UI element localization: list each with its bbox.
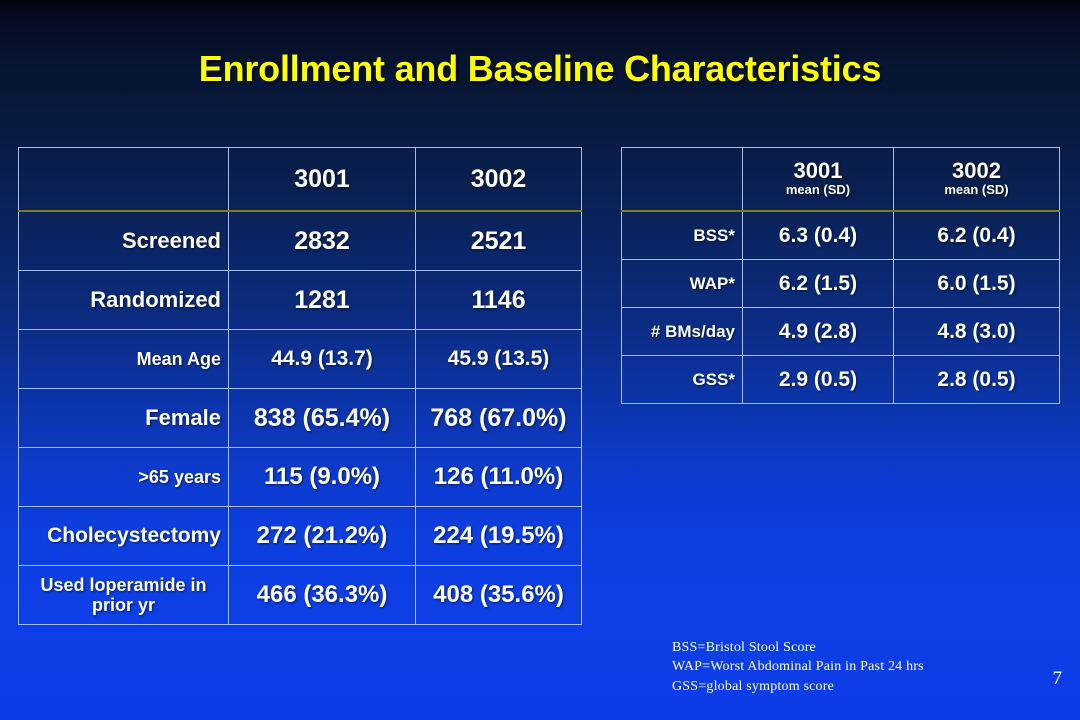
row-label-randomized: Randomized [18,270,229,330]
table-row: # BMs/day 4.9 (2.8) 4.8 (3.0) [621,307,1060,356]
footnote-legend: BSS=Bristol Stool Score WAP=Worst Abdomi… [672,638,924,696]
cell-wap-3001: 6.2 (1.5) [742,259,894,308]
row-label-female: Female [18,388,229,448]
header-cell-3002: 3002 [415,147,582,212]
table-header-row: 3001 mean (SD) 3002 mean (SD) [621,147,1060,212]
table-row: Screened 2832 2521 [18,210,582,271]
row-label-cholecystectomy: Cholecystectomy [18,506,229,566]
row-label-over-65-years: >65 years [18,447,229,507]
cell-wap-3002: 6.0 (1.5) [893,259,1060,308]
cell-female-3001: 838 (65.4%) [228,388,416,448]
cell-mean-age-3001: 44.9 (13.7) [228,329,416,389]
table-row: >65 years 115 (9.0%) 126 (11.0%) [18,447,582,507]
footnote-wap: WAP=Worst Abdominal Pain in Past 24 hrs [672,659,924,675]
header-cell-label [18,147,229,212]
header-cell-label [621,147,743,212]
table-row: Mean Age 44.9 (13.7) 45.9 (13.5) [18,329,582,389]
enrollment-table: 3001 3002 Screened 2832 2521 Randomized … [18,147,582,625]
cell-bss-3001: 6.3 (0.4) [742,210,894,260]
table-row: Female 838 (65.4%) 768 (67.0%) [18,388,582,448]
header-3002-main: 3002 [952,158,1001,183]
cell-loperamide-3001: 466 (36.3%) [228,565,416,625]
row-label-wap: WAP* [621,259,743,308]
row-label-gss: GSS* [621,355,743,404]
table-row: Randomized 1281 1146 [18,270,582,330]
row-label-used-loperamide: Used loperamide in prior yr [18,565,229,625]
cell-over-65-3002: 126 (11.0%) [415,447,582,507]
page-title: Enrollment and Baseline Characteristics [198,48,882,89]
header-3002-sub: mean (SD) [944,182,1009,198]
baseline-scores-table: 3001 mean (SD) 3002 mean (SD) BSS* 6.3 (… [621,147,1060,404]
cell-loperamide-3002: 408 (35.6%) [415,565,582,625]
row-label-screened: Screened [18,210,229,271]
cell-cholecystectomy-3001: 272 (21.2%) [228,506,416,566]
cell-bms-per-day-3001: 4.9 (2.8) [742,307,894,356]
cell-bss-3002: 6.2 (0.4) [893,210,1060,260]
row-label-mean-age: Mean Age [18,329,229,389]
row-label-bms-per-day: # BMs/day [621,307,743,356]
footnote-bss: BSS=Bristol Stool Score [672,640,816,655]
cell-gss-3001: 2.9 (0.5) [742,355,894,404]
cell-bms-per-day-3002: 4.8 (3.0) [893,307,1060,356]
header-3001-main: 3001 [793,158,843,183]
footnote-gss: GSS=global symptom score [672,678,835,694]
cell-screened-3001: 2832 [228,210,416,271]
table-row: WAP* 6.2 (1.5) 6.0 (1.5) [621,259,1060,308]
table-row: Cholecystectomy 272 (21.2%) 224 (19.5%) [18,506,582,566]
table-row: GSS* 2.9 (0.5) 2.8 (0.5) [621,355,1060,404]
table-header-row: 3001 3002 [18,147,582,212]
row-label-bss: BSS* [621,210,743,260]
cell-over-65-3001: 115 (9.0%) [228,447,416,507]
table-row: BSS* 6.3 (0.4) 6.2 (0.4) [621,210,1060,260]
cell-randomized-3001: 1281 [228,270,416,330]
cell-gss-3002: 2.8 (0.5) [893,355,1060,404]
table-row: Used loperamide in prior yr 466 (36.3%) … [18,565,582,625]
cell-cholecystectomy-3002: 224 (19.5%) [415,506,582,566]
header-cell-3002: 3002 mean (SD) [893,147,1060,212]
cell-randomized-3002: 1146 [415,270,582,330]
cell-female-3002: 768 (67.0%) [415,388,582,448]
slide-page-number: 7 [1052,668,1063,689]
header-3001-sub: mean (SD) [785,182,851,198]
header-cell-3001: 3001 mean (SD) [742,147,894,212]
header-cell-3001: 3001 [228,147,416,212]
cell-screened-3002: 2521 [415,210,582,271]
cell-mean-age-3002: 45.9 (13.5) [415,329,582,389]
